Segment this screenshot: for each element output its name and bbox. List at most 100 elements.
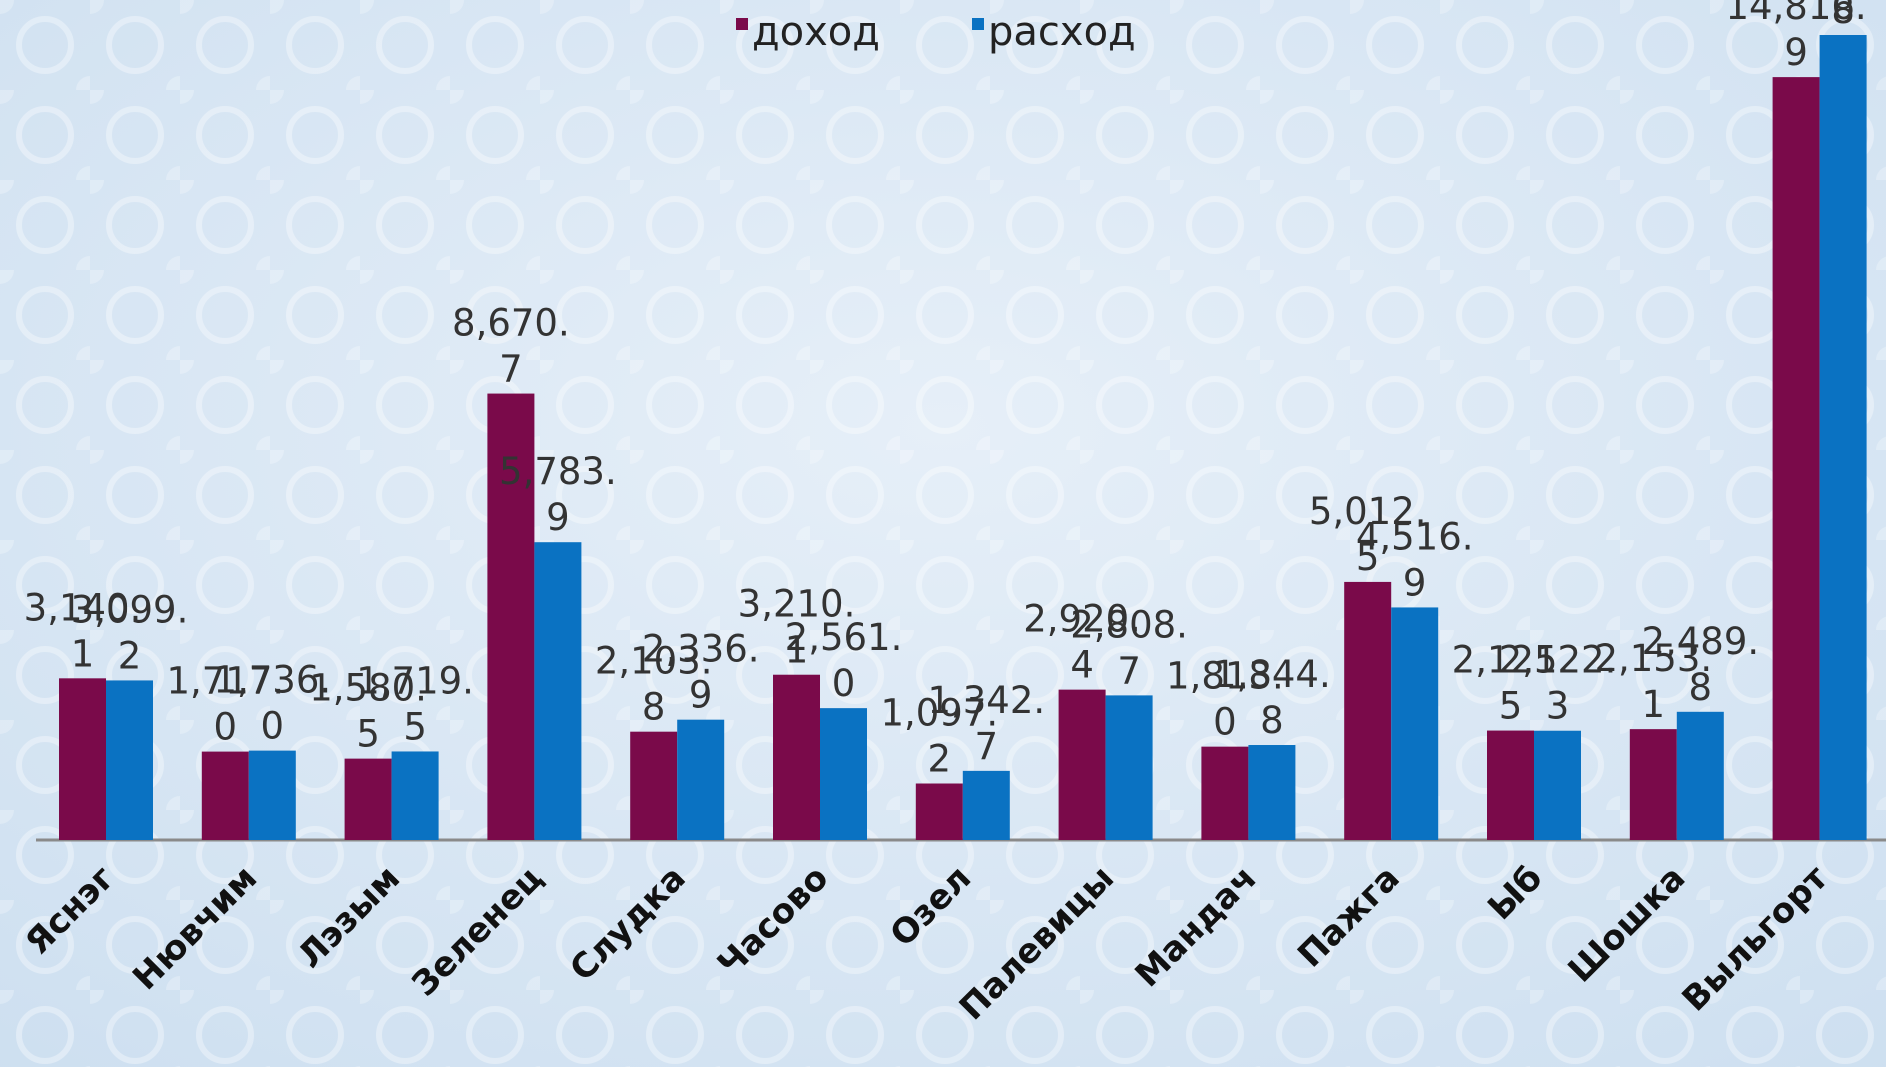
bar: [773, 674, 820, 840]
value-label-part: 1,580.: [309, 667, 427, 710]
value-label: 2,153. 1: [1594, 637, 1712, 726]
value-label-part: 0: [832, 662, 856, 705]
value-label: 2,122. 3: [1499, 639, 1617, 728]
bar: [1819, 35, 1867, 840]
value-label-part: 0: [1213, 701, 1237, 744]
value-label-part: 1,844.: [1213, 653, 1331, 696]
bar: [1391, 607, 1439, 840]
bar: [630, 731, 678, 840]
value-label-part: 5: [1499, 685, 1523, 728]
value-label-part: 4,516.: [1356, 515, 1474, 558]
legend-label: доход: [752, 9, 880, 55]
value-label-part: 7: [1117, 649, 1141, 692]
value-label: 2,920. 4: [1023, 598, 1141, 687]
value-label-part: 1,717.: [166, 660, 284, 703]
bar: [248, 750, 296, 840]
bar: [1772, 77, 1820, 840]
value-label-part: 8: [642, 686, 666, 729]
value-label: 1,736. 0: [213, 659, 331, 748]
value-label: 1,097. 2: [880, 692, 998, 781]
value-label: 1,813. 0: [1166, 655, 1284, 744]
value-label-part: 2,561.: [785, 616, 903, 659]
value-label-part: 1,342.: [927, 679, 1045, 722]
value-label-part: 3,140.: [24, 586, 142, 629]
value-label: 2,125. 5: [1452, 639, 1570, 728]
value-label-part: 5,012.: [1309, 490, 1427, 533]
value-label-part: 1: [785, 629, 809, 672]
value-label: 1,580. 5: [309, 667, 427, 756]
value-label-part: 1: [1642, 683, 1666, 726]
value-label: 3,210. 1: [738, 583, 856, 672]
bar: [1201, 746, 1249, 840]
value-label-part: 14,816.: [1725, 0, 1866, 28]
value-label-part: 7: [975, 725, 999, 768]
value-label-part: 2,103.: [595, 640, 713, 683]
bar: [1487, 730, 1534, 840]
legend-label: расход: [988, 9, 1136, 55]
value-label-part: 2,808.: [1070, 603, 1188, 646]
value-label: 14,816. 9: [1725, 0, 1866, 74]
value-label: 15,634.8: [1772, 0, 1886, 32]
value-label-part: 8: [1831, 0, 1855, 32]
value-label-part: 1,736.: [213, 659, 331, 702]
value-label-part: 3,210.: [738, 583, 856, 626]
value-label: 3,140. 1: [24, 586, 142, 675]
value-label-part: 2,920.: [1023, 598, 1141, 641]
bar: [1629, 729, 1677, 840]
legend-swatch: [972, 18, 984, 30]
value-label: 1,342. 7: [927, 679, 1045, 768]
value-label-part: 1,097.: [880, 692, 998, 735]
bar: [344, 758, 392, 840]
value-label-part: 1,813.: [1166, 655, 1284, 698]
value-label: 8,670. 7: [452, 302, 570, 391]
bar: [391, 751, 439, 840]
value-label: 5,783. 9: [499, 450, 617, 539]
value-label-part: 7: [499, 348, 523, 391]
value-label-part: 1,719.: [356, 659, 474, 702]
value-label-part: 8,670.: [452, 302, 570, 345]
value-label-part: 9: [546, 496, 570, 539]
value-label-part: 2,125.: [1452, 639, 1570, 682]
bar: [1676, 711, 1724, 840]
value-label-part: 4: [1070, 644, 1094, 687]
bar: [201, 751, 249, 840]
value-label: 4,516. 9: [1356, 515, 1474, 604]
bar: [106, 680, 153, 840]
value-label-part: 2,122.: [1499, 639, 1617, 682]
value-label-part: 9: [689, 674, 713, 717]
value-label-part: 5,783.: [499, 450, 617, 493]
value-label: 2,336. 9: [642, 628, 760, 717]
value-label-part: 9: [1403, 561, 1427, 604]
value-label: 3,099. 2: [71, 588, 189, 677]
bar: [1534, 730, 1581, 840]
value-label-part: 9: [1784, 31, 1808, 74]
value-label: 2,561. 0: [785, 616, 903, 705]
value-label-part: 2: [928, 738, 952, 781]
value-label: 1,719. 5: [356, 659, 474, 748]
value-label-part: 0: [214, 706, 238, 749]
value-label-part: 2: [118, 634, 142, 677]
value-label-part: 5: [356, 713, 380, 756]
bar: [1344, 581, 1392, 840]
value-label-part: 2,153.: [1594, 637, 1712, 680]
value-label: 2,489. 8: [1641, 620, 1759, 709]
value-label-part: 5: [403, 705, 427, 748]
value-label-part: 5: [1356, 536, 1380, 579]
value-label: 1,717. 0: [166, 660, 284, 749]
value-label-part: 0: [261, 705, 285, 748]
bar: [915, 783, 963, 840]
value-label-part: 2,489.: [1641, 620, 1759, 663]
bar: [1058, 689, 1106, 840]
bar: [487, 393, 535, 840]
bar: [1105, 695, 1153, 840]
bar: [820, 708, 867, 840]
value-label-part: 2,336.: [642, 628, 760, 671]
bar: [59, 678, 106, 840]
bar: [1248, 745, 1296, 840]
value-label: 5,012. 5: [1309, 490, 1427, 579]
value-label-part: 3,099.: [71, 588, 189, 631]
value-label-part: 8: [1689, 666, 1713, 709]
value-label: 2,103. 8: [595, 640, 713, 729]
